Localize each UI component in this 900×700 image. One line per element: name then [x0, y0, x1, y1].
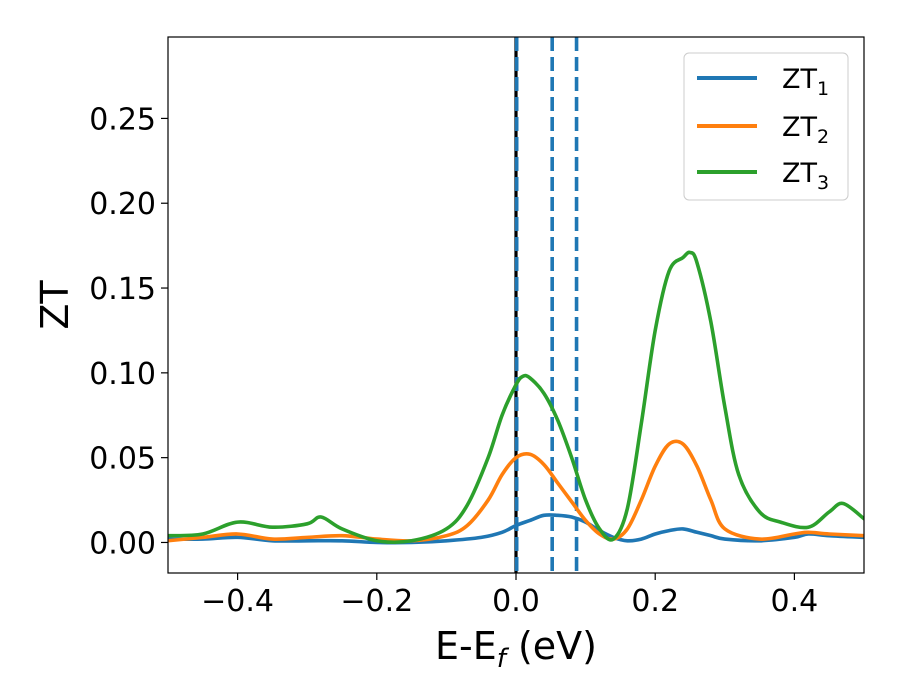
x-tick-label: 0.4 [771, 584, 819, 619]
y-tick-label: 0.20 [89, 187, 156, 222]
y-tick-label: 0.00 [89, 526, 156, 561]
legend-label-zt3: ZT3 [782, 158, 829, 194]
y-axis: 0.00 0.05 0.10 0.15 0.20 0.25 [89, 102, 168, 561]
series-line-zt3 [168, 250, 864, 545]
series-lines [168, 250, 864, 545]
x-tick-label: 0.0 [492, 584, 540, 619]
legend-label-zt2: ZT2 [782, 112, 829, 148]
y-tick-label: 0.05 [89, 442, 156, 477]
x-tick-label: −0.2 [340, 584, 413, 619]
series-line-zt2 [168, 439, 864, 543]
y-axis-title: ZT [33, 280, 77, 330]
y-tick-label: 0.15 [89, 272, 156, 307]
series-line-zt1 [168, 513, 864, 545]
reference-lines [514, 37, 579, 573]
x-axis-title: E-Ef (eV) [435, 624, 597, 674]
y-tick-label: 0.10 [89, 357, 156, 392]
x-axis: −0.4 −0.2 0.0 0.2 0.4 [201, 573, 818, 619]
legend-label-zt1: ZT1 [782, 64, 829, 100]
x-tick-label: −0.4 [201, 584, 274, 619]
y-tick-label: 0.25 [89, 102, 156, 137]
legend: ZT1 ZT2 ZT3 [683, 52, 849, 201]
legend-box [683, 52, 849, 201]
x-tick-label: 0.2 [631, 584, 679, 619]
